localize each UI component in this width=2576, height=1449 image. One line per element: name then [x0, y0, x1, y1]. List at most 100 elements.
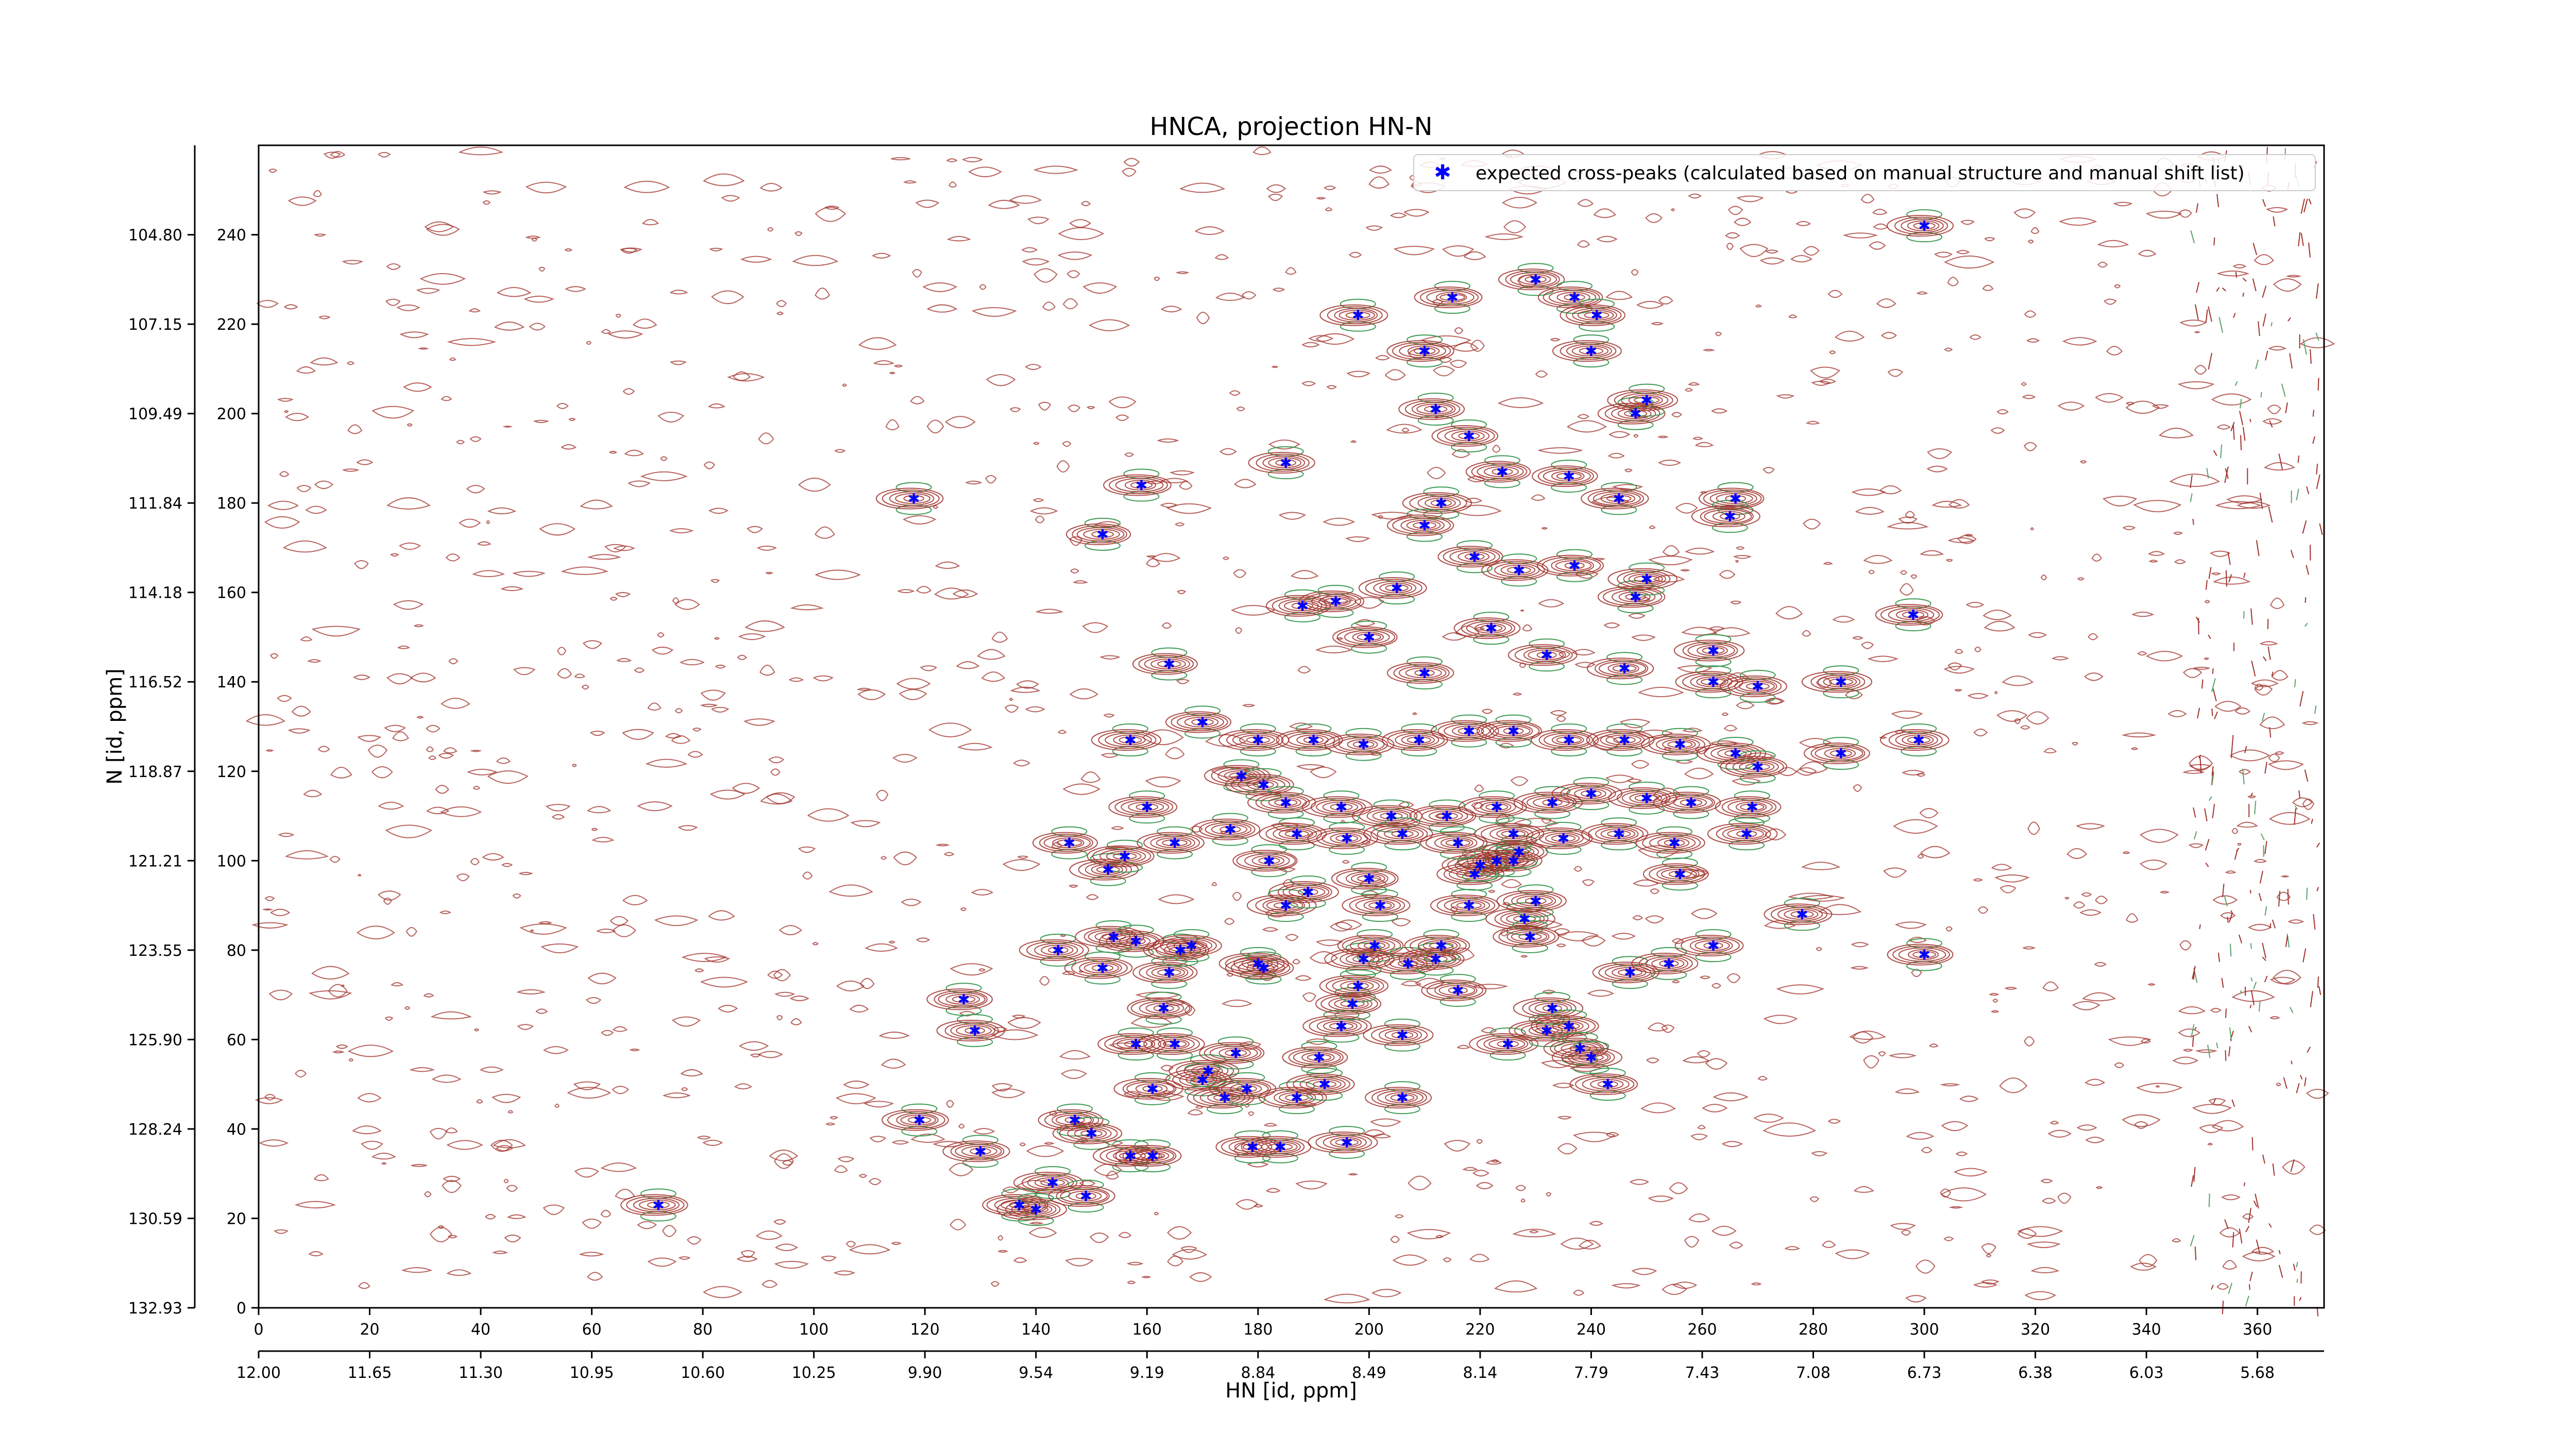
peak-contour: [1528, 649, 1564, 661]
expected-peak-marker: ✱: [1341, 1134, 1353, 1151]
peak-contour: [1425, 834, 1484, 852]
expected-peak-marker: ✱: [1063, 835, 1075, 852]
noise-contour: [424, 221, 454, 232]
peak-contour: [1056, 1187, 1110, 1205]
noise-contour: [637, 801, 673, 812]
noise-contour: [1705, 1058, 1728, 1070]
noise-contour: [1378, 515, 1383, 519]
peak-contour: [970, 1148, 991, 1155]
noise-contour: [1476, 1182, 1494, 1190]
peak-contour: [1604, 405, 1660, 423]
noise-contour: [1089, 319, 1130, 331]
noise-contour: [1734, 217, 1752, 226]
noise-contour: [710, 579, 720, 583]
edge-noise-contour: [2306, 486, 2310, 495]
noise-contour: [910, 1133, 945, 1143]
expected-peak-marker: ✱: [1235, 767, 1247, 784]
noise-contour: [525, 181, 567, 194]
y-tick-label: 200: [217, 406, 246, 424]
edge-noise-contour: [2222, 883, 2225, 898]
noise-contour: [1335, 919, 1363, 930]
peak-contour: [1469, 1033, 1539, 1055]
noise-contour: [1371, 1289, 1402, 1298]
noise-contour: [948, 1162, 974, 1176]
noise-contour: [1811, 1151, 1828, 1156]
noise-contour: [1124, 452, 1134, 457]
expected-peak-marker: ✱: [1413, 732, 1425, 749]
noise-contour: [1038, 401, 1052, 411]
edge-noise-contour: [2296, 1278, 2298, 1283]
edge-noise-contour: [2192, 518, 2194, 525]
noise-contour: [1965, 601, 1985, 608]
noise-contour: [1883, 867, 1907, 878]
peak-contour: [1592, 731, 1650, 749]
peak-contour: [1327, 306, 1383, 325]
noise-contour: [615, 313, 622, 318]
peak-contour: [1534, 1003, 1568, 1014]
peak-contour: [1426, 981, 1483, 1000]
edge-noise-contour: [2264, 975, 2268, 983]
peak-contour: [1332, 979, 1380, 993]
edge-noise-contour: [2265, 350, 2268, 361]
peak-contour: [1297, 888, 1318, 896]
noise-contour: [1762, 1122, 1817, 1137]
noise-contour: [274, 1229, 289, 1234]
peak-contour: [1895, 733, 1938, 748]
noise-contour: [2137, 651, 2147, 656]
noise-contour: [1681, 627, 1718, 636]
noise-contour: [1219, 448, 1237, 456]
peak-contour: [1379, 582, 1413, 594]
expected-peak-marker: ✱: [1674, 736, 1686, 753]
noise-contour: [1920, 846, 1951, 858]
noise-contour: [1764, 698, 1783, 705]
noise-contour: [946, 158, 958, 162]
peak-contour: [1115, 478, 1164, 493]
peak-contour: [1477, 464, 1524, 479]
peak-contour: [1445, 839, 1471, 847]
edge-noise-contour: [2225, 570, 2228, 587]
noise-contour: [1910, 574, 1918, 579]
peak-contour: [1091, 964, 1114, 972]
peak-contour: [1326, 976, 1384, 995]
y-ppm-tick-label: 132.93: [128, 1300, 182, 1318]
peak-contour: [1126, 937, 1146, 945]
noise-contour: [1982, 610, 2012, 620]
expected-peak-marker: ✱: [1740, 825, 1752, 843]
noise-contour: [1266, 184, 1286, 193]
peak-contour: [1514, 646, 1573, 664]
noise-contour: [411, 1164, 427, 1167]
edge-noise-contour: [2298, 790, 2301, 799]
noise-contour: [792, 255, 839, 266]
y-ppm-tick-label: 104.80: [128, 227, 182, 245]
peak-contour: [1828, 678, 1853, 686]
noise-contour: [2049, 1121, 2059, 1125]
noise-contour: [1809, 1196, 1820, 1202]
peak-contour: [1513, 997, 1584, 1019]
noise-contour: [1891, 710, 1923, 719]
peak-contour: [1357, 940, 1390, 951]
noise-contour: [405, 927, 417, 937]
peak-contour: [1197, 1067, 1219, 1075]
noise-contour: [2004, 986, 2018, 990]
noise-contour: [1587, 989, 1615, 997]
noise-contour: [1166, 503, 1212, 514]
noise-contour: [1069, 219, 1092, 228]
expected-peak-marker: ✱: [1291, 1089, 1303, 1106]
peak-contour: [1659, 959, 1679, 967]
x-axis-label: HN [id, ppm]: [1225, 1379, 1357, 1403]
noise-contour: [2030, 1267, 2060, 1273]
noise-contour: [775, 1243, 799, 1252]
noise-contour: [872, 252, 891, 259]
noise-contour: [1223, 557, 1230, 560]
edge-noise-contour: [2251, 1137, 2253, 1151]
noise-contour: [440, 396, 452, 401]
peak-contour: [1420, 832, 1488, 854]
peak-contour: [1262, 898, 1306, 913]
noise-contour: [2139, 1254, 2158, 1268]
peak-contour: [1719, 513, 1740, 520]
peak-contour: [1252, 964, 1275, 972]
noise-contour: [502, 426, 513, 428]
peak-contour: [1725, 495, 1747, 502]
noise-contour: [1984, 237, 1995, 242]
noise-contour: [1302, 992, 1317, 1002]
